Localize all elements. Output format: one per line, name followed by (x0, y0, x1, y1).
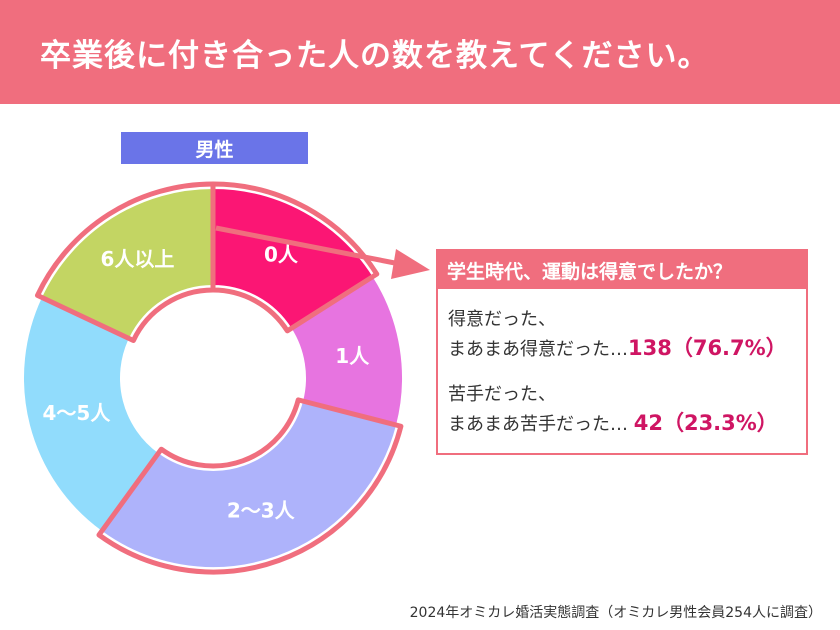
header-banner: 卒業後に付き合った人の数を教えてください。 (0, 0, 840, 104)
callout-item-value: 138（76.7%） (628, 336, 787, 360)
page-title: 卒業後に付き合った人の数を教えてください。 (40, 38, 710, 74)
slice-highlight-outline (96, 397, 404, 575)
gender-label: 男性 (121, 132, 308, 164)
donut-slice (22, 295, 161, 534)
arrow-line (215, 225, 401, 267)
callout-item-value: 42（23.3%） (633, 411, 778, 435)
callout-arrow (215, 225, 430, 279)
callout-item-line1: 得意だった、 (448, 309, 556, 330)
callout-item: 苦手だった、 まあまあ苦手だった… 42（23.3%） (448, 381, 778, 439)
callout-title: 学生時代、運動は得意でしたか？ (438, 251, 806, 289)
slice-label: 6人以上 (100, 247, 174, 271)
callout-item-line1: 苦手だった、 (448, 384, 556, 405)
slice-highlight-outline (34, 181, 216, 344)
callout-item-line2: まあまあ得意だった… (448, 339, 628, 360)
callout-item: 得意だった、 まあまあ得意だった…138（76.7%） (448, 306, 787, 364)
donut-slice (99, 399, 399, 569)
slice-label: 4〜5人 (43, 401, 112, 425)
donut-slice (212, 186, 375, 331)
slice-label: 2〜3人 (227, 499, 296, 523)
slice-label: 1人 (335, 344, 370, 368)
slice-highlight-outline (210, 181, 380, 334)
callout-box: 学生時代、運動は得意でしたか？ 得意だった、 まあまあ得意だった…138（76.… (436, 249, 808, 455)
donut-slice (39, 186, 214, 341)
arrow-head (391, 249, 430, 279)
source-footnote: 2024年オミカレ婚活実態調査（オミカレ男性会員254人に調査） (409, 605, 822, 621)
slice-label: 0人 (264, 242, 299, 266)
callout-item-line2: まあまあ苦手だった… (448, 414, 634, 435)
